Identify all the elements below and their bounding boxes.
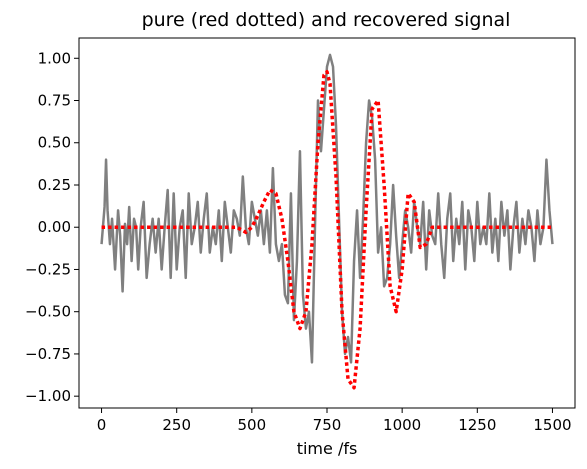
x-tick-label: 750	[313, 416, 342, 434]
series-line-1	[100, 53, 554, 364]
y-tick-label: −1.00	[25, 387, 71, 405]
y-tick-label: 1.00	[38, 49, 71, 67]
chart-title: pure (red dotted) and recovered signal	[142, 9, 511, 31]
y-axis: −1.00 −0.75 −0.50 −0.25 0.00 0.25 0.50 0.75 1.00	[25, 49, 79, 405]
x-axis-label: time /fs	[297, 439, 358, 458]
y-tick-label: −0.75	[25, 345, 71, 363]
y-tick-label: −0.25	[25, 260, 71, 278]
x-tick-label: 250	[162, 416, 191, 434]
y-tick-label: −0.50	[25, 303, 71, 321]
y-tick-label: 0.75	[38, 92, 71, 110]
plot-area	[100, 53, 554, 390]
series-line-2	[101, 70, 553, 390]
x-tick-label: 1250	[458, 416, 496, 434]
x-tick-label: 1500	[533, 416, 571, 434]
x-tick-label: 1000	[383, 416, 421, 434]
y-tick-label: 0.25	[38, 176, 71, 194]
x-tick-label: 500	[238, 416, 267, 434]
y-tick-label: 0.00	[38, 218, 71, 236]
x-axis: 0 250 500 750 1000 1250 1500	[97, 408, 572, 434]
x-tick-label: 0	[97, 416, 107, 434]
y-tick-label: 0.50	[38, 134, 71, 152]
plot-frame	[78, 37, 576, 409]
